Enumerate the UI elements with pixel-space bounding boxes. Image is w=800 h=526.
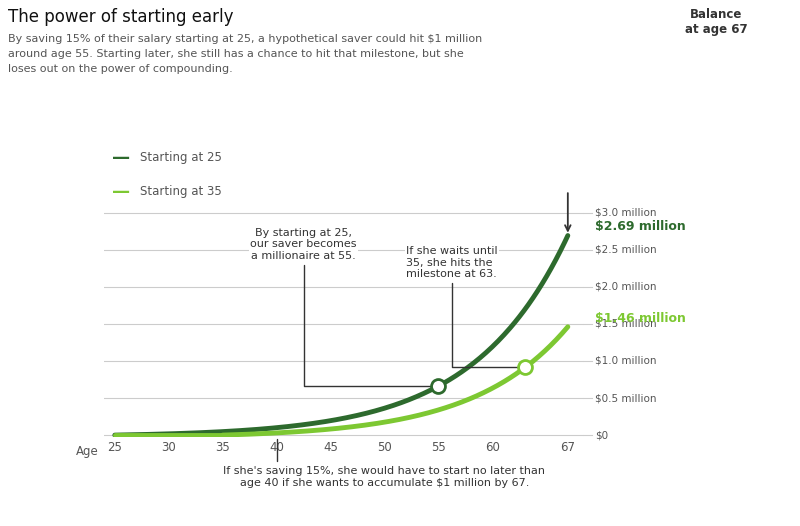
Text: $0: $0 — [594, 430, 608, 440]
Text: $0.5 million: $0.5 million — [594, 393, 656, 403]
Text: By saving 15% of their salary starting at 25, a hypothetical saver could hit $1 : By saving 15% of their salary starting a… — [8, 34, 482, 74]
Text: The power of starting early: The power of starting early — [8, 8, 234, 26]
Text: By starting at 25,
our saver becomes
a millionaire at 55.: By starting at 25, our saver becomes a m… — [250, 228, 436, 386]
Text: If she waits until
35, she hits the
milestone at 63.: If she waits until 35, she hits the mile… — [406, 246, 522, 368]
Text: $2.0 million: $2.0 million — [594, 282, 656, 292]
Text: $2.69 million: $2.69 million — [594, 220, 686, 234]
Text: $1.5 million: $1.5 million — [594, 319, 657, 329]
Text: $1.46 million: $1.46 million — [594, 311, 686, 325]
Text: —: — — [112, 149, 130, 167]
Text: $2.5 million: $2.5 million — [594, 245, 657, 255]
Text: Starting at 25: Starting at 25 — [140, 151, 222, 164]
Text: Age: Age — [76, 445, 98, 458]
Text: Balance
at age 67: Balance at age 67 — [685, 8, 747, 36]
Text: $1.0 million: $1.0 million — [594, 356, 656, 366]
Text: Starting at 35: Starting at 35 — [140, 186, 222, 198]
Text: If she's saving 15%, she would have to start no later than
age 40 if she wants t: If she's saving 15%, she would have to s… — [223, 439, 546, 488]
Text: $3.0 million: $3.0 million — [594, 208, 656, 218]
Text: —: — — [112, 183, 130, 201]
